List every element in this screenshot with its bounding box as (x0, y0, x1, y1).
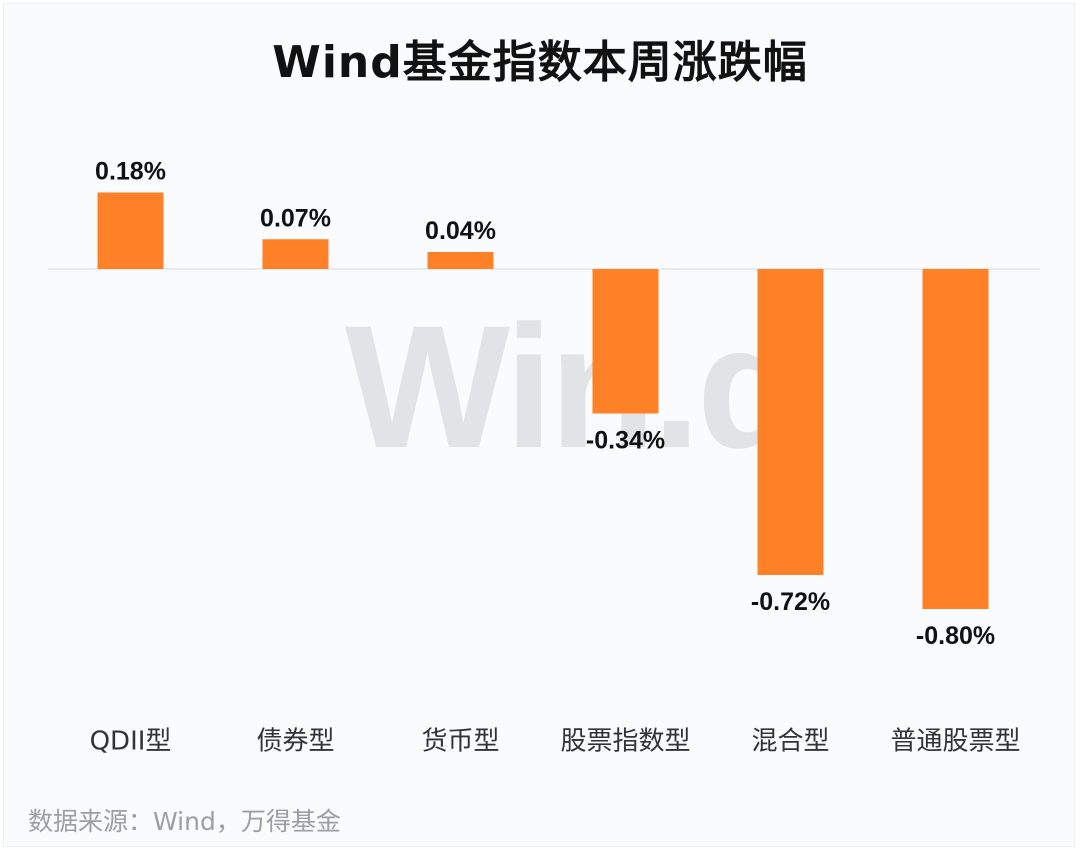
data-source-note: 数据来源：Wind，万得基金 (28, 807, 341, 836)
bar-0 (97, 192, 164, 269)
category-label-3: 股票指数型 (560, 727, 690, 757)
bar-value-label-4: -0.72% (751, 588, 830, 616)
category-label-1: 债券型 (256, 727, 334, 757)
bar-value-label-5: -0.80% (916, 622, 995, 650)
category-label-0: QDII型 (90, 727, 172, 757)
bar-value-label-0: 0.18% (95, 158, 166, 186)
bar-5 (922, 269, 989, 609)
bar-value-label-2: 0.04% (425, 217, 496, 245)
chart-card (3, 3, 1075, 847)
category-label-4: 混合型 (751, 727, 829, 757)
bar-value-label-3: -0.34% (586, 427, 665, 455)
bar-value-label-1: 0.07% (260, 204, 331, 232)
watermark-logo: Win.d (345, 290, 804, 485)
bar-3 (592, 269, 659, 414)
category-label-5: 普通股票型 (890, 727, 1020, 757)
category-label-2: 货币型 (421, 727, 499, 757)
bar-2 (427, 252, 494, 269)
bar-4 (757, 269, 824, 575)
chart-title: Wind基金指数本周涨跌幅 (272, 37, 808, 88)
bar-1 (262, 239, 329, 269)
